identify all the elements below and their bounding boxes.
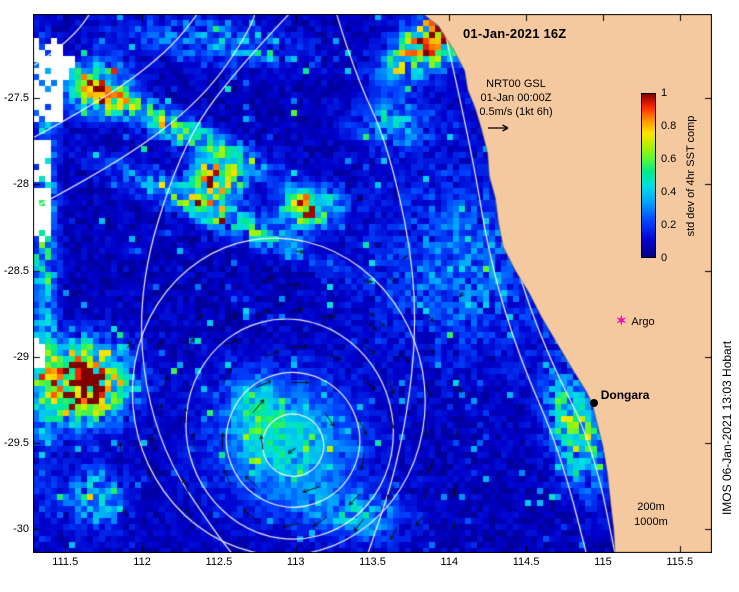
y-tick-label: -28.5 — [3, 264, 29, 277]
colorbar-tick-label: 0 — [661, 252, 668, 264]
x-tick-label: 113 — [286, 556, 305, 568]
y-tick-label: -29 — [13, 350, 29, 363]
x-tick-label: 115.5 — [666, 556, 694, 568]
argo-label: Argo — [631, 316, 655, 329]
model-name: NRT00 GSL — [486, 78, 546, 90]
x-tick-label: 113.5 — [359, 556, 386, 568]
plot-title: 01-Jan-2021 16Z — [463, 26, 567, 41]
x-tick-label: 112.5 — [205, 556, 233, 568]
argo-marker-icon: ✶ — [615, 313, 627, 329]
colorbar-tick-label: 1 — [661, 87, 668, 99]
y-tick-label: -29.5 — [3, 436, 29, 449]
model-time: 01-Jan 00:00Z — [480, 92, 552, 104]
dongara-marker — [589, 399, 598, 408]
isobath-label-1000m: 1000m — [634, 516, 668, 528]
x-tick-label: 114.5 — [512, 556, 540, 568]
vector-scale-label: 0.5m/s (1kt 6h) — [479, 106, 553, 118]
x-tick-label: 114 — [440, 556, 459, 568]
colorbar-label: std dev of 4hr SST comp — [685, 115, 697, 237]
colorbar-tick-label: 0.4 — [661, 186, 677, 198]
colorbar-tick-label: 0.6 — [661, 153, 677, 165]
colorbar-ticks: 1 0.8 0.6 0.4 0.2 0 — [661, 87, 687, 264]
y-tick-label: -27.5 — [3, 92, 29, 105]
map-canvas — [33, 14, 712, 553]
dongara-label: Dongara — [600, 388, 650, 403]
credit-text: IMOS 06-Jan-2021 13:03 Hobart — [720, 340, 734, 516]
y-tick-label: -28 — [13, 178, 29, 191]
colorbar-tick-label: 0.2 — [661, 219, 677, 231]
model-info-block: NRT00 GSL 01-Jan 00:00Z 0.5m/s (1kt 6h) — [462, 77, 570, 119]
x-tick-label: 111.5 — [52, 556, 79, 568]
x-tick-label: 112 — [133, 556, 151, 568]
isobath-label-200m: 200m — [637, 501, 665, 513]
colorbar-tick-label: 0.8 — [661, 120, 677, 132]
colorbar-gradient — [641, 93, 656, 258]
y-tick-label: -30 — [13, 522, 29, 535]
scale-arrow-icon — [488, 124, 509, 132]
x-tick-label: 115 — [594, 556, 612, 568]
